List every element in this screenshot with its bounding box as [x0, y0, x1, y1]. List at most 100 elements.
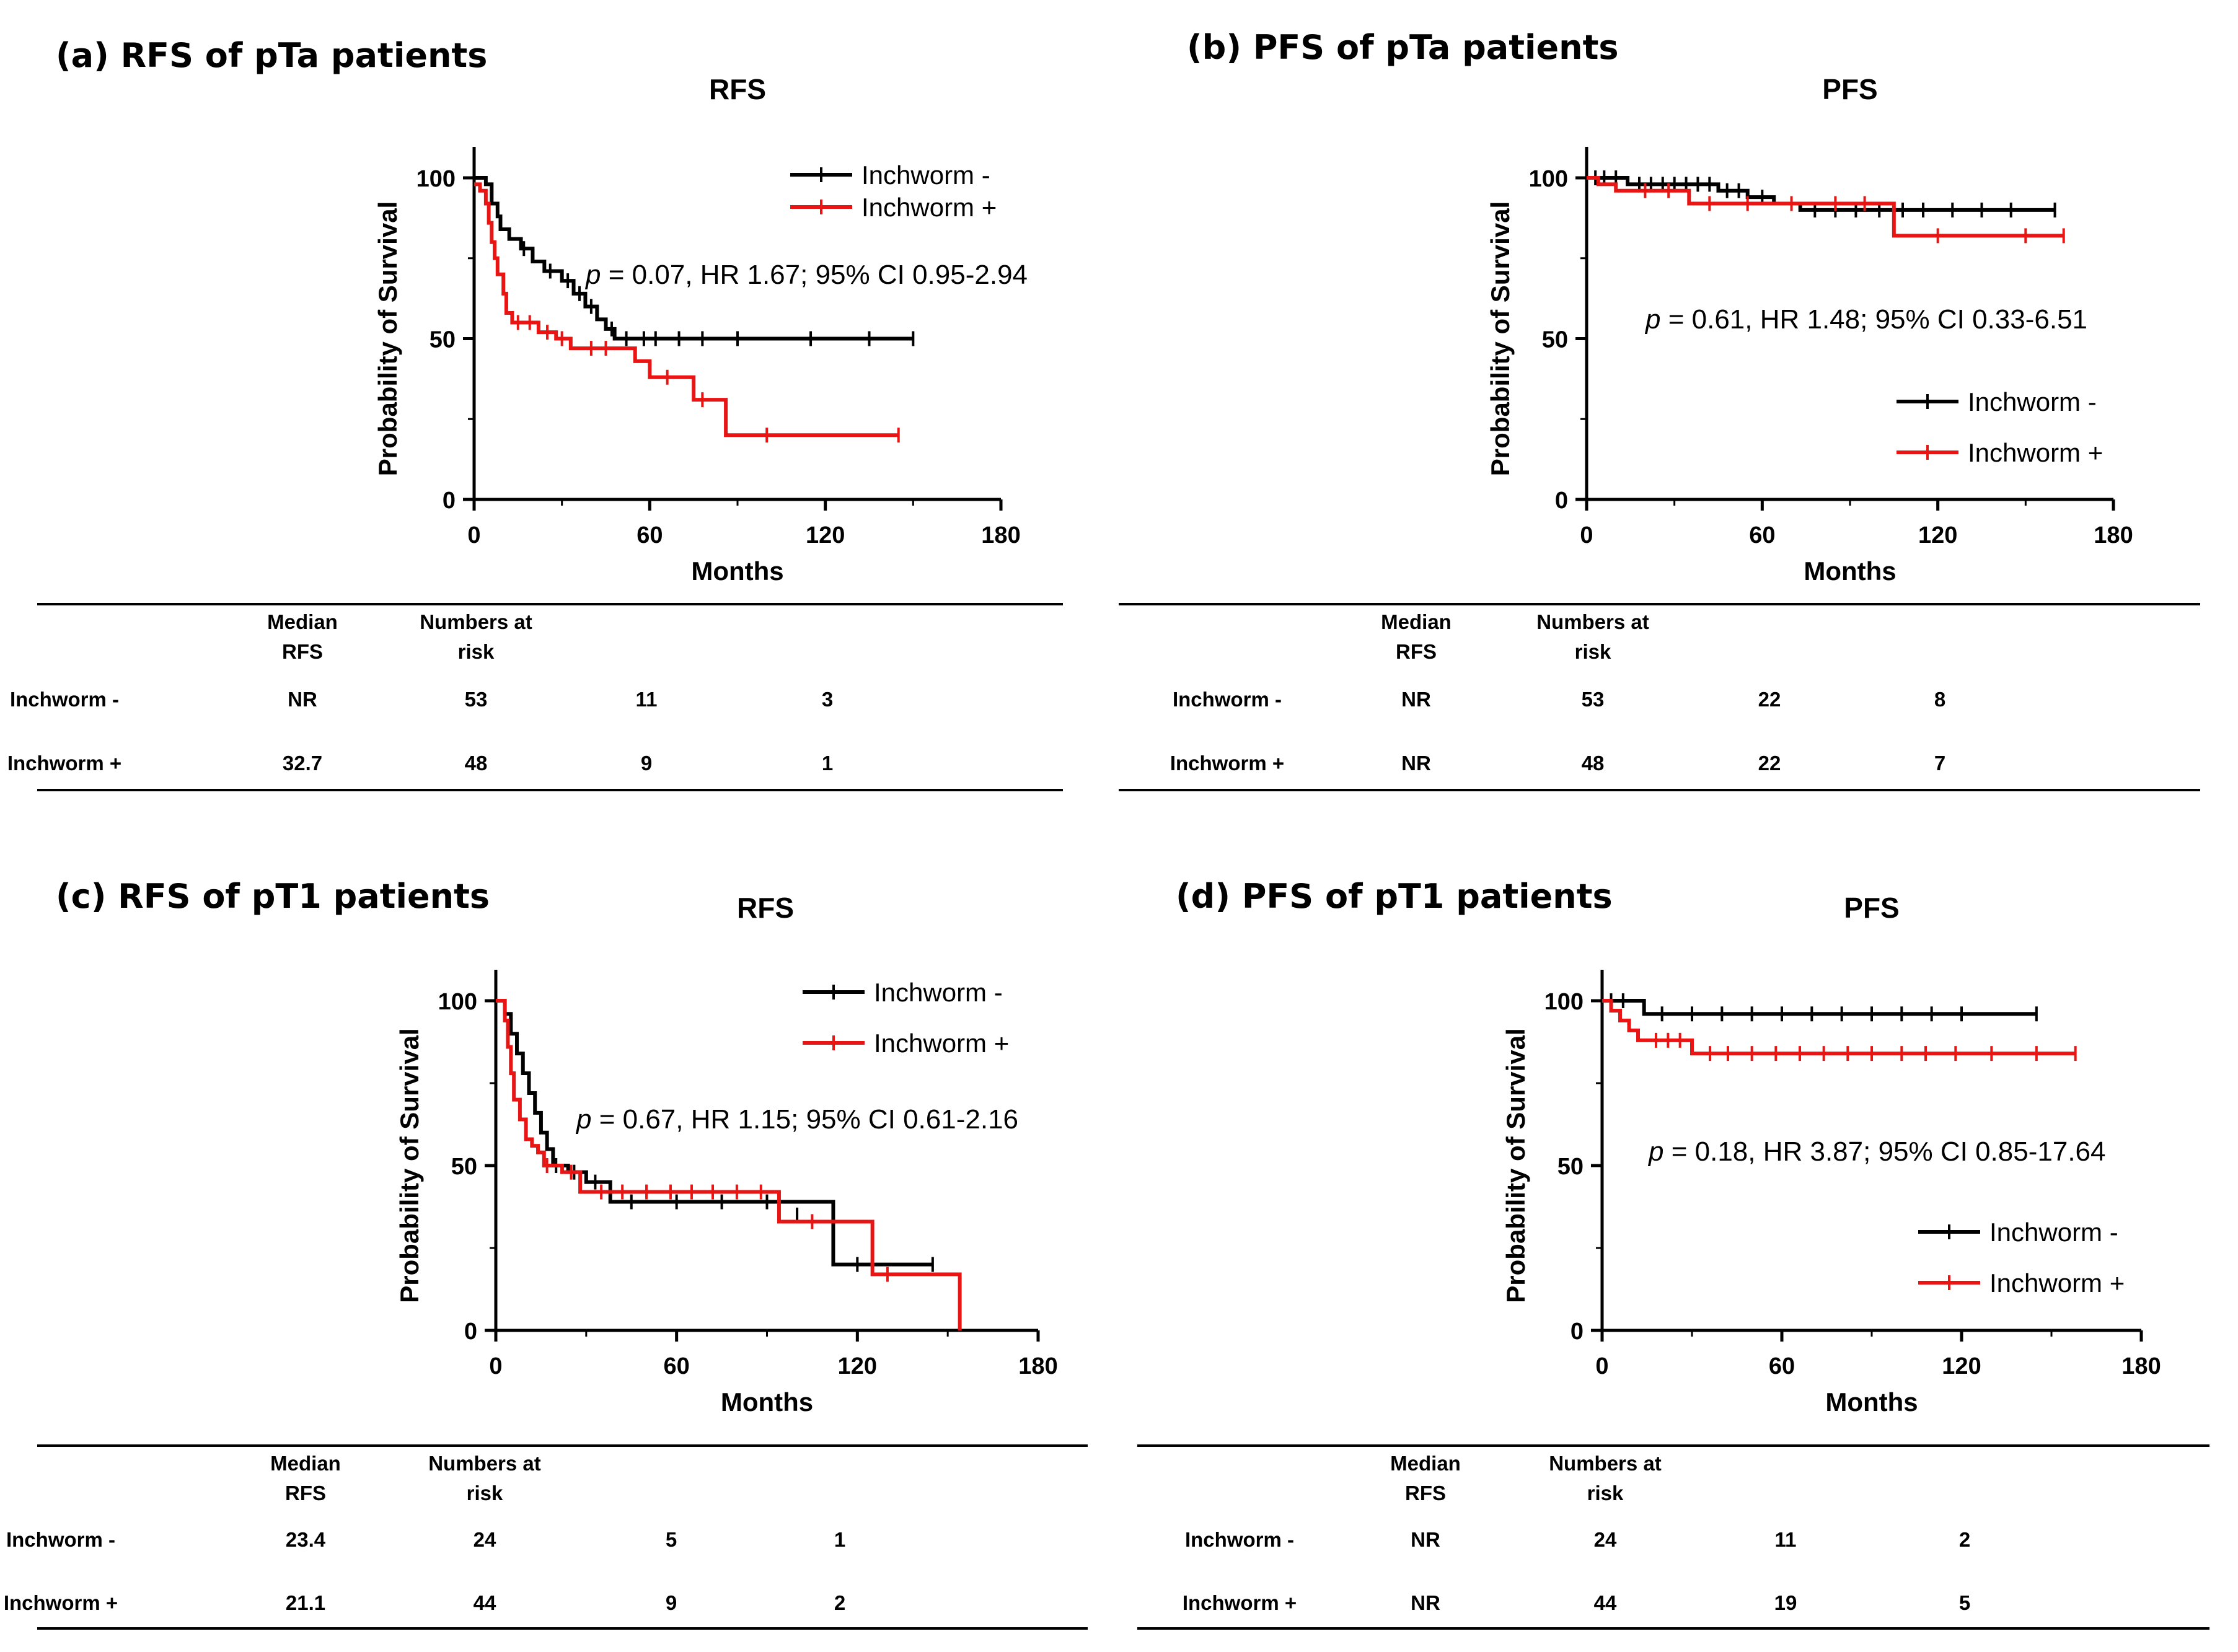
- y-axis-label: Probability of Survival: [1486, 201, 1515, 476]
- x-tick-label: 180: [1018, 1353, 1057, 1379]
- table-median-value: 21.1: [286, 1591, 325, 1614]
- table-header-line: RFS: [285, 1482, 326, 1505]
- table-row-label: Inchworm +: [7, 752, 121, 775]
- x-tick-label: 180: [2121, 1353, 2161, 1379]
- table-risk-count: 11: [1775, 1528, 1797, 1551]
- legend-label: Inchworm -: [861, 160, 990, 190]
- stats-text: = 0.67, HR 1.15; 95% CI 0.61-2.16: [591, 1104, 1018, 1135]
- table-row-label: Inchworm +: [1183, 1591, 1297, 1614]
- table-header-median: Median RFS: [270, 1452, 341, 1505]
- table-header-line: RFS: [1396, 640, 1437, 663]
- table-risk-count: 19: [1774, 1591, 1797, 1614]
- table-risk-count: 1: [834, 1528, 845, 1551]
- y-tick-label: 100: [438, 989, 477, 1015]
- table-header-numbers: Numbers at risk: [1549, 1452, 1662, 1505]
- p-symbol: p: [1647, 1136, 1663, 1167]
- legend-label: Inchworm +: [861, 193, 997, 222]
- table-risk-count: 9: [666, 1591, 677, 1614]
- km-curve-inchworm-pos: [474, 182, 899, 437]
- panel-title: (b) PFS of pTa patients: [1187, 28, 1619, 67]
- table-header-median: Median RFS: [1381, 610, 1452, 663]
- y-tick-label: 50: [430, 327, 456, 353]
- legend-label: Inchworm +: [1968, 438, 2103, 467]
- table-header-line: RFS: [282, 640, 323, 663]
- panel-d: (d) PFS of pT1 patients PFS 0 60 120 180 0 50 10…: [1119, 826, 2238, 1652]
- table-risk-count: 48: [1582, 752, 1605, 775]
- p-symbol: p: [584, 260, 601, 290]
- table-row-label: Inchworm -: [1173, 688, 1282, 711]
- table-risk-count: 24: [474, 1528, 496, 1551]
- legend-label: Inchworm -: [1968, 387, 2097, 416]
- stats-text: = 0.18, HR 3.87; 95% CI 0.85-17.64: [1663, 1136, 2105, 1167]
- table-risk-count: 53: [1582, 688, 1605, 711]
- panel-b: (b) PFS of pTa patients PFS 0 60 120 180 0 50 10…: [1119, 0, 2238, 826]
- y-axis-label: Probability of Survival: [373, 201, 402, 476]
- table-median-value: NR: [1411, 1591, 1440, 1614]
- stats-text: = 0.07, HR 1.67; 95% CI 0.95-2.94: [601, 260, 1028, 290]
- table-header-numbers: Numbers at risk: [1536, 610, 1649, 663]
- km-curve-inchworm-neg: [474, 176, 914, 341]
- y-axis-label: Probability of Survival: [1501, 1028, 1530, 1303]
- panel-a: (a) RFS of pTa patients RFS 0 60 120 180 0 50 10…: [0, 0, 1119, 826]
- table-median-value: NR: [1411, 1528, 1440, 1551]
- km-curve-inchworm-neg: [496, 999, 933, 1267]
- table-risk-count: 5: [1959, 1591, 1970, 1614]
- y-tick-label: 100: [1544, 989, 1584, 1015]
- panel-title: (c) RFS of pT1 patients: [56, 877, 490, 916]
- table-risk-count: 2: [1959, 1528, 1970, 1551]
- table-header-line: Median: [1381, 610, 1452, 633]
- chart-title: PFS: [1822, 73, 1877, 105]
- y-axis-label: Probability of Survival: [395, 1028, 424, 1303]
- table-header-line: Numbers at: [420, 610, 532, 633]
- km-chart-a: (a) RFS of pTa patients RFS 0 60 120 180 0 50 10…: [7, 36, 1063, 791]
- stats-annotation: p = 0.07, HR 1.67; 95% CI 0.95-2.94: [584, 260, 1028, 290]
- x-axis-label: Months: [1825, 1387, 1918, 1417]
- table-median-value: NR: [1401, 752, 1431, 775]
- table-risk-count: 44: [474, 1591, 496, 1614]
- table-header-line: RFS: [1405, 1482, 1446, 1505]
- table-header-median: Median RFS: [267, 610, 338, 663]
- x-tick-label: 0: [467, 522, 480, 548]
- y-tick-label: 50: [451, 1154, 477, 1180]
- km-curve-inchworm-pos: [1587, 176, 2064, 238]
- y-tick-label: 0: [464, 1319, 477, 1345]
- table-header-line: Numbers at: [1549, 1452, 1662, 1475]
- table-median-value: 32.7: [283, 752, 322, 775]
- table-risk-count: 1: [822, 752, 833, 775]
- x-tick-label: 120: [1942, 1353, 1981, 1379]
- table-median-value: NR: [288, 688, 317, 711]
- table-risk-count: 3: [822, 688, 833, 711]
- table-risk-count: 44: [1594, 1591, 1617, 1614]
- x-tick-label: 120: [838, 1353, 877, 1379]
- table-risk-count: 5: [666, 1528, 677, 1551]
- x-tick-label: 0: [1595, 1353, 1608, 1379]
- stats-annotation: p = 0.18, HR 3.87; 95% CI 0.85-17.64: [1647, 1136, 2106, 1167]
- x-tick-label: 120: [806, 522, 845, 548]
- table-risk-count: 48: [465, 752, 488, 775]
- table-header-line: Median: [270, 1452, 341, 1475]
- table-risk-count: 7: [1934, 752, 1945, 775]
- table-header-line: risk: [458, 640, 495, 663]
- legend-label: Inchworm -: [1989, 1218, 2118, 1247]
- x-axis-label: Months: [721, 1387, 813, 1417]
- km-curve-inchworm-pos: [496, 999, 962, 1330]
- table-header-numbers: Numbers at risk: [428, 1452, 541, 1505]
- stats-annotation: p = 0.67, HR 1.15; 95% CI 0.61-2.16: [575, 1104, 1018, 1135]
- panel-c: (c) RFS of pT1 patients RFS 0 60 120 180 0 50 10…: [0, 826, 1119, 1652]
- table-risk-count: 22: [1758, 688, 1781, 711]
- chart-title: RFS: [709, 73, 766, 105]
- p-symbol: p: [575, 1104, 591, 1135]
- km-curve-inchworm-neg: [1602, 999, 2037, 1016]
- x-tick-label: 0: [1580, 522, 1593, 548]
- table-header-line: Median: [267, 610, 338, 633]
- table-header-numbers: Numbers at risk: [420, 610, 532, 663]
- y-tick-label: 100: [416, 166, 456, 192]
- table-risk-count: 8: [1934, 688, 1945, 711]
- table-header-median: Median RFS: [1390, 1452, 1461, 1505]
- km-curve-inchworm-pos: [1602, 999, 2076, 1056]
- table-row-label: Inchworm +: [1170, 752, 1284, 775]
- y-tick-label: 0: [1555, 488, 1568, 514]
- km-chart-c: (c) RFS of pT1 patients RFS 0 60 120 180 0 50 10…: [4, 877, 1088, 1630]
- km-chart-b: (b) PFS of pTa patients PFS 0 60 120 180 0 50 10…: [1119, 28, 2200, 791]
- table-median-value: 23.4: [286, 1528, 326, 1551]
